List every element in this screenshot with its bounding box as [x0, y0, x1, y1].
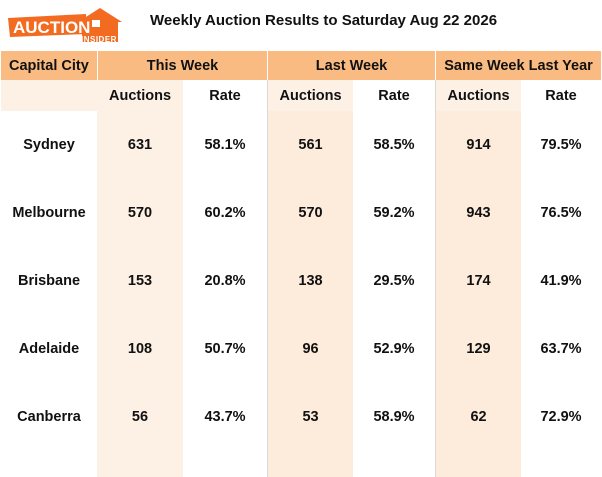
sub-header-blank [1, 80, 97, 111]
table-row: Melbourne 570 60.2% 570 59.2% 943 76.5% [1, 179, 601, 247]
cell-last-year-auctions: 914 [435, 111, 522, 179]
cell-last-week-rate: 52.9% [373, 341, 415, 357]
cell-city: Adelaide [18, 341, 80, 357]
results-table: Capital City This Week Last Week Same We… [1, 51, 602, 477]
cell-last-week-auctions: 53 [267, 383, 354, 451]
cell-this-week-rate: 58.1% [204, 137, 246, 153]
auction-insider-logo: AUCTION INSIDER [6, 4, 124, 44]
logo-sub: INSIDER [81, 35, 117, 44]
header-same-week-last-year: Same Week Last Year [435, 51, 602, 80]
header-last-week: Last Week [267, 51, 436, 80]
cell-last-year-auctions: 129 [435, 315, 522, 383]
table-body: Sydney 631 58.1% 561 58.5% 914 79.5% Melbourne 5… [1, 111, 601, 451]
sub-header-row: Auctions Rate Auctions Rate Auctions Rat… [1, 80, 601, 111]
cell-city: Melbourne [12, 205, 86, 221]
cell-this-week-rate: 60.2% [204, 205, 246, 221]
cell-this-week-auctions: 153 [97, 247, 183, 315]
sub-header-rate: Rate [545, 87, 577, 104]
sub-header-rate: Rate [378, 87, 410, 104]
header-this-week: This Week [97, 51, 268, 80]
cell-last-year-auctions: 174 [435, 247, 522, 315]
sub-header-auctions: Auctions [97, 80, 183, 111]
cell-this-week-auctions: 631 [97, 111, 183, 179]
cell-last-year-rate: 63.7% [540, 341, 582, 357]
cell-last-year-rate: 79.5% [540, 137, 582, 153]
group-header-row: Capital City This Week Last Week Same We… [1, 51, 602, 80]
table-row: Canberra 56 43.7% 53 58.9% 62 72.9% [1, 383, 601, 451]
sub-header-auctions: Auctions [435, 80, 522, 111]
cell-last-year-auctions: 62 [435, 383, 522, 451]
cell-last-week-rate: 58.5% [373, 137, 415, 153]
page-title: Weekly Auction Results to Saturday Aug 2… [150, 12, 498, 29]
table-row: Brisbane 153 20.8% 138 29.5% 174 41.9% [1, 247, 601, 315]
cell-last-week-rate: 59.2% [373, 205, 415, 221]
cell-this-week-auctions: 570 [97, 179, 183, 247]
table-row: Adelaide 108 50.7% 96 52.9% 129 63.7% [1, 315, 601, 383]
cell-last-week-auctions: 96 [267, 315, 354, 383]
cell-city: Sydney [23, 137, 75, 153]
cell-last-week-rate: 58.9% [373, 409, 415, 425]
cell-this-week-rate: 50.7% [204, 341, 246, 357]
cell-last-year-rate: 76.5% [540, 205, 582, 221]
cell-last-year-rate: 72.9% [540, 409, 582, 425]
logo-word: AUCTION [13, 18, 90, 37]
logo-graphic: AUCTION INSIDER [8, 8, 122, 44]
header-capital-city: Capital City [1, 51, 97, 80]
cell-last-week-auctions: 561 [267, 111, 354, 179]
cell-this-week-auctions: 56 [97, 383, 183, 451]
cell-last-week-auctions: 570 [267, 179, 354, 247]
table-footer-spacer [1, 451, 601, 477]
cell-last-year-rate: 41.9% [540, 273, 582, 289]
cell-this-week-auctions: 108 [97, 315, 183, 383]
cell-this-week-rate: 20.8% [204, 273, 246, 289]
sub-header-auctions: Auctions [267, 80, 354, 111]
logo-house-window [92, 20, 100, 27]
cell-city: Brisbane [17, 273, 81, 289]
table-row: Sydney 631 58.1% 561 58.5% 914 79.5% [1, 111, 601, 179]
cell-city: Canberra [17, 409, 81, 425]
cell-this-week-rate: 43.7% [204, 409, 246, 425]
cell-last-week-auctions: 138 [267, 247, 354, 315]
logo-banner [8, 14, 86, 37]
sub-header-rate: Rate [209, 87, 241, 104]
cell-last-week-rate: 29.5% [373, 273, 415, 289]
cell-last-year-auctions: 943 [435, 179, 522, 247]
